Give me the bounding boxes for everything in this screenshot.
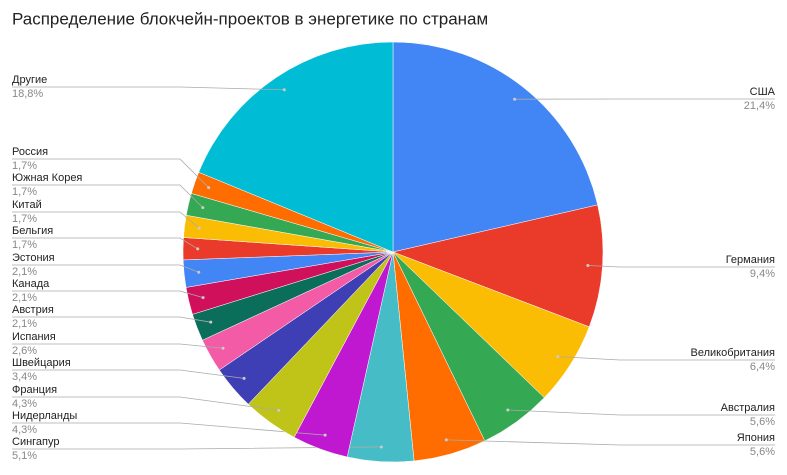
- leader-line: [12, 446, 382, 450]
- slice-value-label: 1,7%: [12, 239, 37, 251]
- slice-label: Южная Корея: [12, 172, 82, 184]
- slice-value-label: 1,7%: [12, 213, 37, 225]
- slice-label: США: [750, 86, 776, 98]
- leader-line: [12, 422, 326, 436]
- slice-value-label: 5,6%: [750, 446, 775, 458]
- slice-value-label: 1,7%: [12, 186, 37, 198]
- slice-label: Россия: [12, 146, 48, 158]
- slice-value-label: 5,6%: [750, 416, 775, 428]
- slice-label: Германия: [726, 254, 775, 266]
- slice-value-label: 2,6%: [12, 345, 37, 357]
- slice-label: Австрия: [12, 304, 54, 316]
- slice-value-label: 2,1%: [12, 292, 37, 304]
- slice-label: Бельгия: [12, 225, 53, 237]
- leader-dot: [242, 376, 246, 380]
- leader-dot: [323, 433, 327, 437]
- slice-value-label: 1,7%: [12, 160, 37, 172]
- slice-value-label: 3,4%: [12, 371, 37, 383]
- pie-slice: [392, 41, 598, 253]
- leader-line: [12, 184, 204, 208]
- slice-value-label: 9,4%: [750, 268, 775, 280]
- leader-dot: [277, 408, 281, 412]
- pie-slice: [198, 41, 394, 253]
- slice-label: Франция: [12, 384, 57, 396]
- leader-dot: [209, 320, 213, 324]
- leader-dot: [444, 438, 448, 442]
- leader-dot: [201, 296, 205, 300]
- slice-value-label: 2,1%: [12, 318, 37, 330]
- slice-label: Япония: [737, 432, 775, 444]
- leader-dot: [207, 186, 211, 190]
- leader-line: [12, 316, 211, 323]
- leader-line: [12, 237, 198, 250]
- leader-line: [12, 396, 279, 411]
- leader-dot: [201, 206, 205, 210]
- slice-label: Эстония: [12, 252, 55, 264]
- leader-dot: [556, 355, 560, 359]
- leader-dot: [197, 270, 201, 274]
- slice-value-label: 2,1%: [12, 266, 37, 278]
- leader-dot: [586, 263, 590, 267]
- slice-label: Сингапур: [12, 436, 60, 448]
- leader-line: [446, 439, 775, 446]
- slice-value-label: 21,4%: [744, 100, 775, 112]
- slice-label: Нидерланды: [12, 410, 77, 422]
- leader-dot: [197, 226, 201, 230]
- leader-line: [12, 211, 200, 229]
- leader-dot: [513, 97, 517, 101]
- leader-dot: [196, 247, 200, 251]
- leader-line: [507, 409, 775, 416]
- slice-value-label: 4,3%: [12, 398, 37, 410]
- leader-line: [587, 265, 775, 268]
- slice-label: Испания: [12, 331, 56, 343]
- leader-line: [12, 86, 285, 91]
- leader-line: [12, 158, 209, 188]
- leader-dot: [506, 408, 510, 412]
- leader-line: [12, 369, 245, 379]
- slice-label: Другие: [12, 74, 47, 86]
- chart-title: Распределение блокчейн-проектов в энерге…: [12, 9, 488, 28]
- leader-line: [557, 356, 775, 361]
- slice-value-label: 5,1%: [12, 450, 37, 462]
- slice-value-label: 4,3%: [12, 424, 37, 436]
- slice-label: Канада: [12, 278, 50, 290]
- slice-label: Великобритания: [691, 347, 776, 359]
- leader-line: [12, 264, 199, 273]
- slice-label: Австралия: [721, 402, 775, 414]
- leader-line: [12, 290, 204, 298]
- slice-value-label: 6,4%: [750, 361, 775, 373]
- leader-dot: [221, 346, 225, 350]
- slice-label: Китай: [12, 199, 42, 211]
- leader-dot: [379, 445, 383, 449]
- leader-dot: [282, 88, 286, 92]
- slice-label: Швейцария: [12, 357, 71, 369]
- slice-value-label: 18,8%: [12, 88, 43, 100]
- leader-line: [12, 343, 224, 349]
